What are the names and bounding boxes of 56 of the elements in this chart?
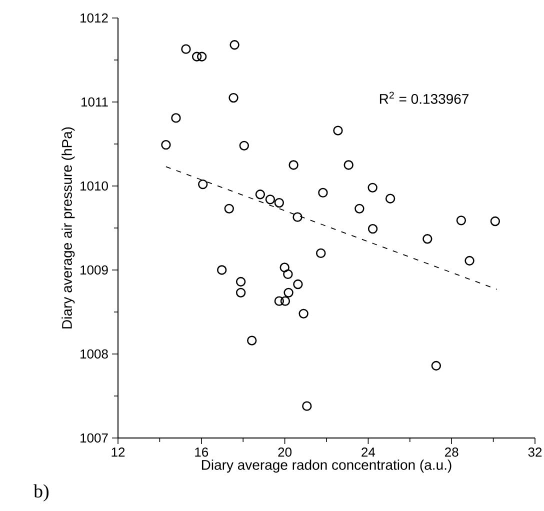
point (265, 194, 276, 204)
point (288, 160, 298, 170)
point (293, 279, 303, 290)
point (422, 234, 432, 244)
point (354, 204, 364, 214)
point (239, 140, 249, 151)
point (318, 188, 328, 198)
y-axis-title: Diary average air pressure (hPa) (62, 127, 75, 328)
point (274, 198, 284, 208)
x-tick-label: 32 (528, 448, 542, 457)
x-tick-label: 28 (445, 448, 458, 457)
point (344, 160, 354, 170)
point (224, 204, 234, 214)
point (316, 248, 326, 258)
point (280, 296, 290, 306)
point (298, 308, 308, 319)
point (302, 401, 312, 411)
y-tick-label: 1007 (80, 433, 108, 443)
point (247, 336, 257, 346)
point (464, 256, 474, 266)
y-tick-label: 1010 (80, 181, 108, 191)
point (385, 194, 396, 204)
point (192, 52, 202, 62)
annotation: R$^{2}$ = 0.133967 (380, 92, 469, 104)
point (228, 92, 238, 103)
point (255, 190, 266, 200)
point (161, 140, 171, 150)
y-tick-label: 1009 (80, 265, 108, 275)
point (171, 113, 181, 123)
point (490, 216, 500, 226)
point (292, 212, 302, 222)
y-tick-label: 1011 (82, 97, 108, 107)
text: b) (34, 484, 49, 502)
point (216, 265, 227, 275)
x-tick-label: 24 (362, 448, 376, 457)
point (274, 296, 284, 306)
point (236, 276, 246, 287)
point (284, 288, 294, 298)
point (181, 44, 191, 54)
y-tick-label: 1008 (80, 349, 108, 359)
y-tick-label: 1012 (80, 13, 108, 23)
point (431, 360, 442, 371)
x-tick-label: 12 (112, 448, 125, 457)
point (368, 182, 378, 193)
point (280, 262, 290, 272)
point (456, 216, 466, 226)
x-tick-label: 20 (278, 448, 292, 457)
point (283, 269, 293, 280)
x-axis-title: Diary average radon concentration (a.u.) (202, 460, 452, 473)
point (198, 179, 208, 190)
point (333, 126, 343, 136)
point (236, 288, 246, 298)
point (368, 224, 378, 234)
point (196, 52, 207, 62)
point (230, 40, 240, 50)
x-tick-label: 16 (195, 448, 208, 457)
